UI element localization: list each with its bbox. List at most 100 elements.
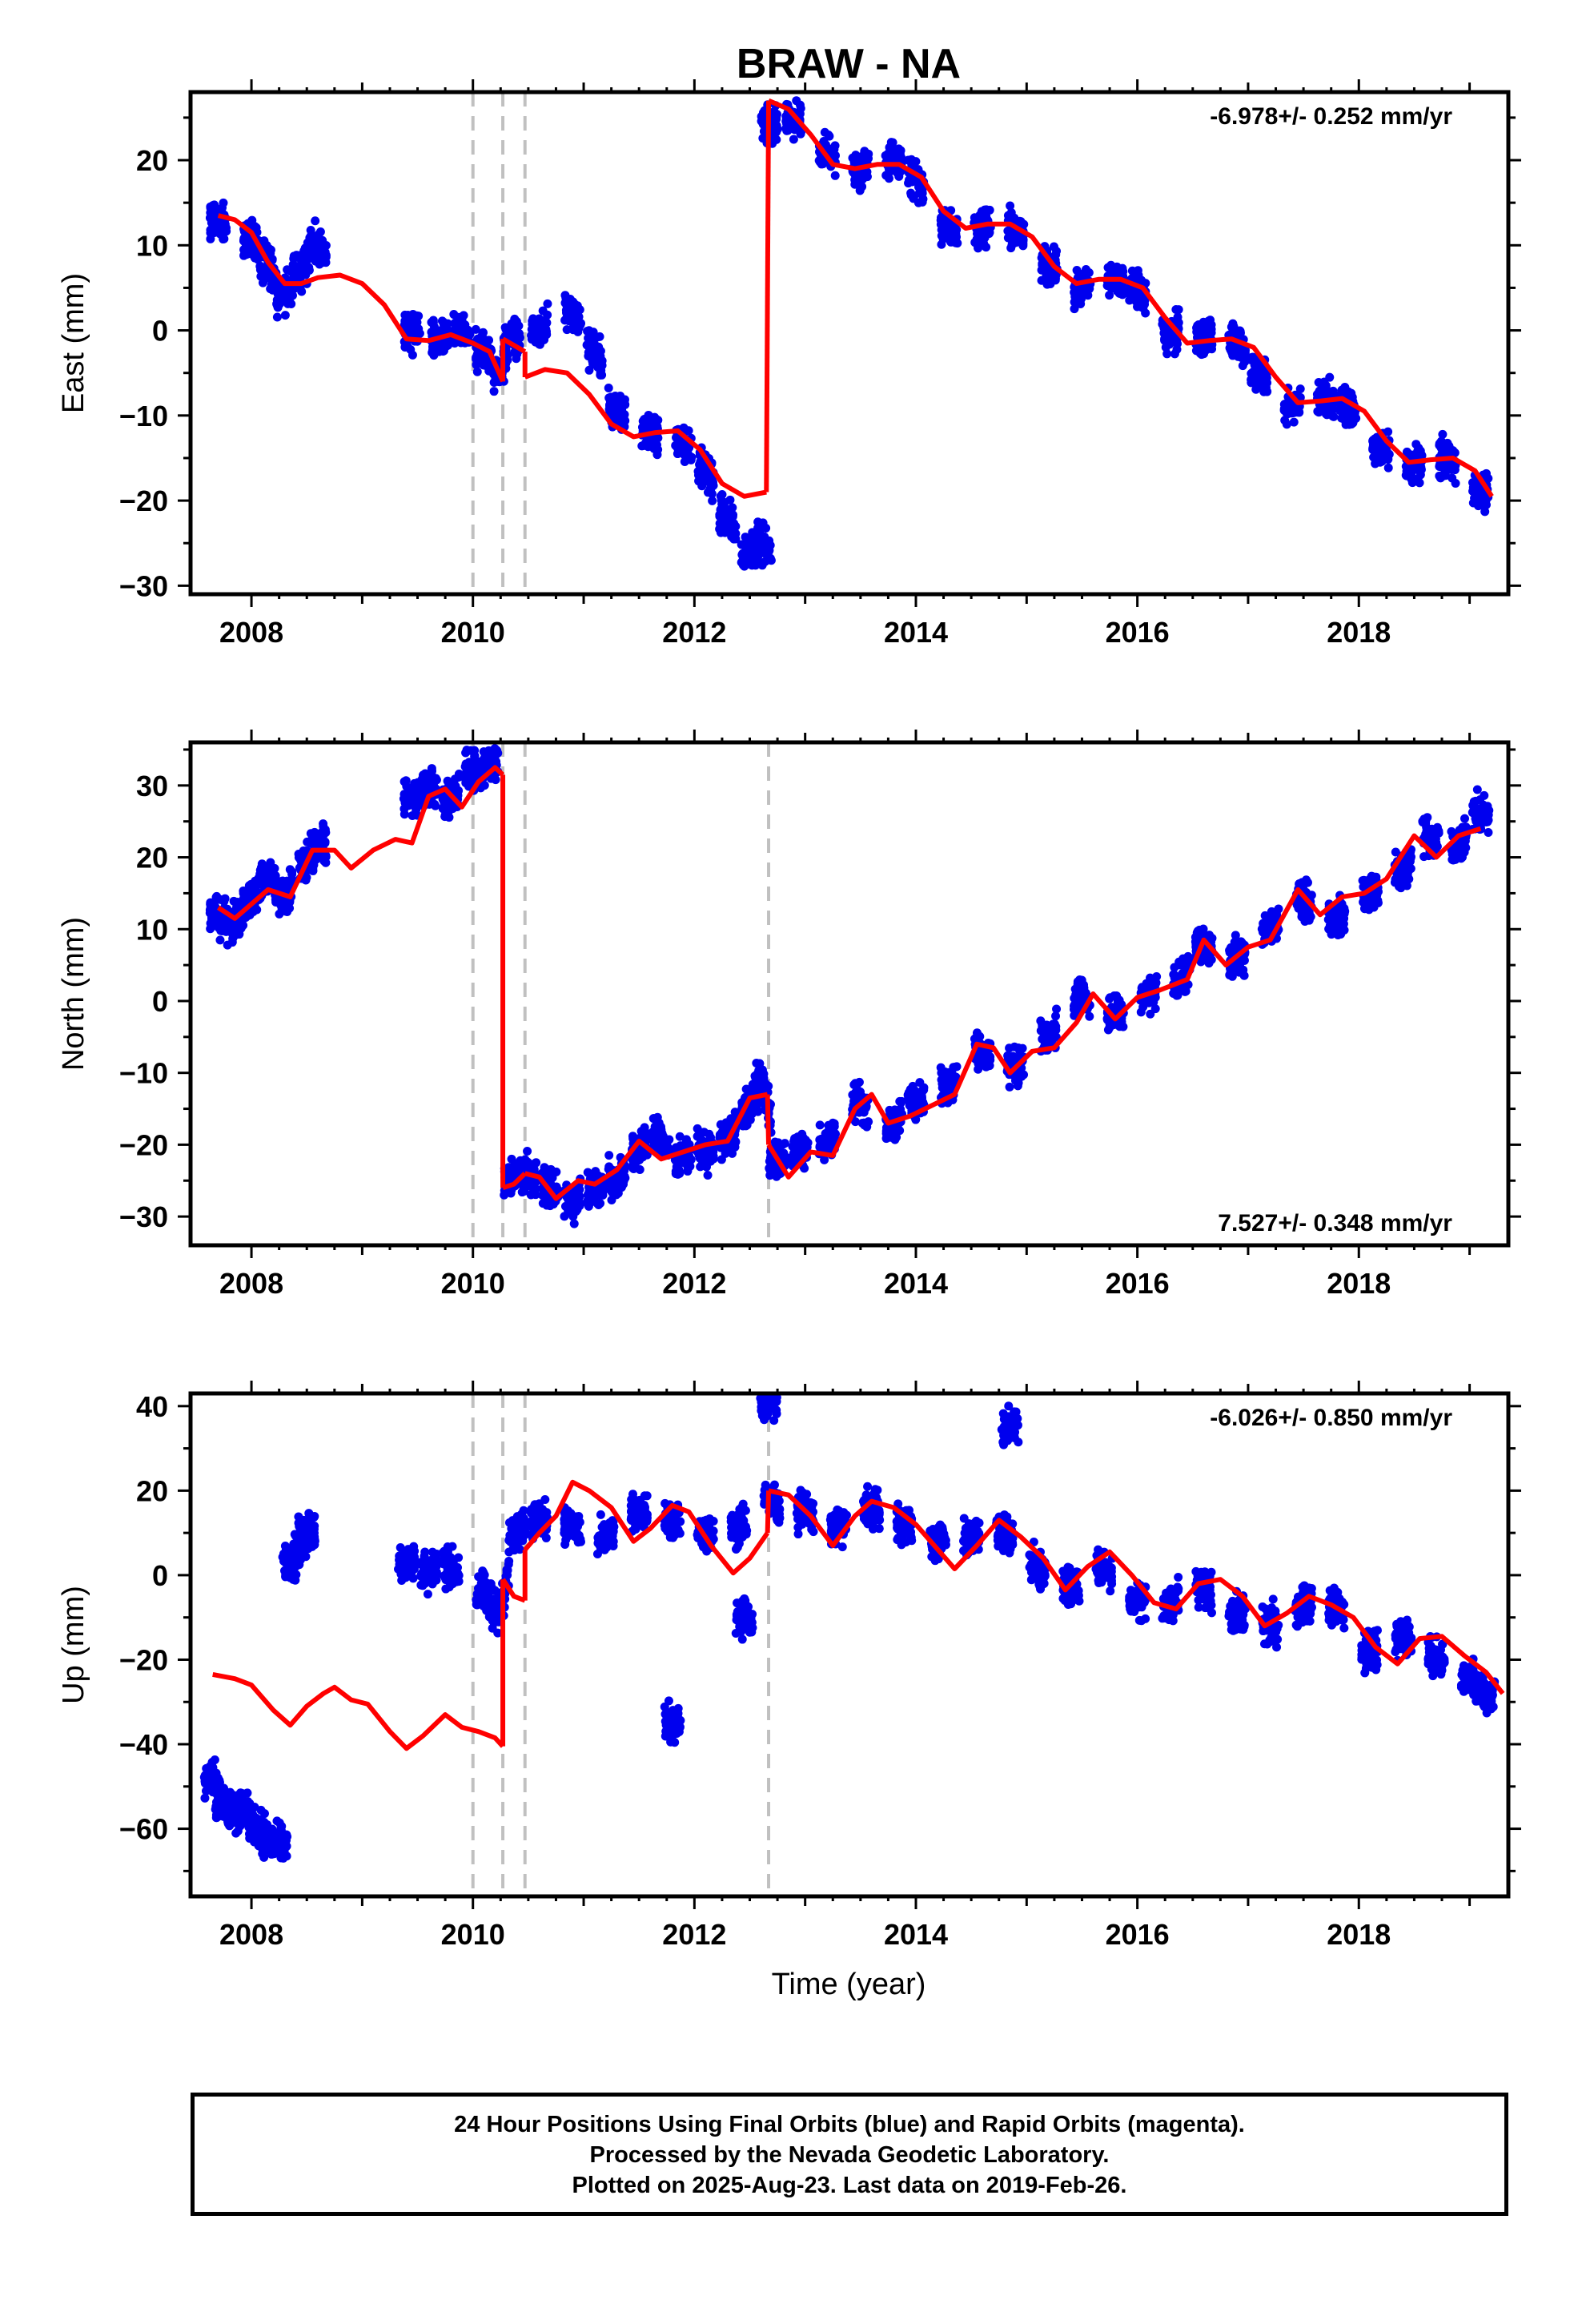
observation-point xyxy=(781,1152,790,1161)
observation-point xyxy=(596,1183,606,1192)
observation-point xyxy=(1469,497,1479,507)
observation-point xyxy=(590,348,600,357)
observation-point xyxy=(985,227,994,237)
observation-point xyxy=(1384,450,1394,460)
observation-point xyxy=(783,112,793,122)
observation-point xyxy=(464,326,473,336)
observation-point xyxy=(548,1198,557,1208)
observation-point xyxy=(675,1132,685,1141)
observation-point xyxy=(1042,279,1052,289)
observation-point xyxy=(657,1128,667,1138)
observation-point xyxy=(244,881,254,891)
observation-point xyxy=(212,891,222,901)
observation-point xyxy=(750,551,760,561)
observation-point xyxy=(906,188,916,198)
observation-point xyxy=(861,1103,871,1112)
observation-point xyxy=(789,135,798,144)
x-tick-label: 2010 xyxy=(441,616,505,649)
observation-point xyxy=(592,1199,602,1208)
observation-point xyxy=(673,1169,683,1179)
observation-point xyxy=(862,151,872,161)
observation-point xyxy=(1159,328,1169,338)
observation-point xyxy=(1251,384,1261,394)
observation-point xyxy=(769,123,779,133)
observation-point xyxy=(1005,1043,1014,1053)
observation-point xyxy=(1317,391,1327,400)
observation-point xyxy=(725,495,735,505)
observation-point xyxy=(979,1052,989,1062)
model-step xyxy=(764,100,772,493)
model-line xyxy=(767,98,1494,498)
observation-point xyxy=(541,317,551,327)
observation-point xyxy=(1416,464,1426,473)
observation-point xyxy=(520,1178,530,1188)
observation-point xyxy=(697,481,707,491)
observation-point xyxy=(850,175,860,185)
observation-point xyxy=(753,524,763,533)
observation-point xyxy=(757,1065,767,1075)
observation-point xyxy=(723,1123,733,1132)
observation-point xyxy=(540,1166,549,1176)
observation-point xyxy=(241,913,251,923)
observation-point xyxy=(1438,429,1447,439)
observation-point xyxy=(1383,463,1393,472)
observation-point xyxy=(545,1173,555,1183)
observation-point xyxy=(1282,420,1291,429)
observation-point xyxy=(523,1146,532,1156)
observation-point xyxy=(1225,344,1235,353)
observation-point xyxy=(459,311,468,320)
observation-point xyxy=(428,317,438,327)
observation-point xyxy=(560,291,570,300)
observation-point xyxy=(1173,312,1182,322)
observation-point xyxy=(649,436,659,445)
observation-point xyxy=(616,1174,625,1184)
observation-point xyxy=(1173,339,1182,348)
observation-point xyxy=(1263,387,1272,396)
velocity-label: -6.978+/- 0.252 mm/yr xyxy=(1210,103,1452,130)
observation-point xyxy=(260,268,270,278)
observation-point xyxy=(1320,404,1330,413)
observation-point xyxy=(893,147,902,156)
observation-point xyxy=(1006,243,1016,253)
model-line xyxy=(217,213,505,383)
observation-point xyxy=(480,781,489,790)
observation-point xyxy=(490,758,500,768)
observation-point xyxy=(321,858,331,867)
observation-point xyxy=(773,1138,783,1148)
observation-point xyxy=(1199,317,1208,327)
observation-point xyxy=(450,318,460,328)
observation-point xyxy=(486,774,496,783)
observation-point xyxy=(1287,408,1297,418)
observation-point xyxy=(757,1077,767,1087)
observation-point xyxy=(259,878,268,887)
observation-point xyxy=(319,240,329,250)
observation-point xyxy=(480,753,490,762)
observation-point xyxy=(850,1117,860,1127)
observation-point xyxy=(780,1139,789,1148)
observation-point xyxy=(729,534,739,544)
observation-point xyxy=(281,907,291,916)
x-tick-label: 2014 xyxy=(884,616,948,649)
model-line xyxy=(501,336,527,354)
observation-point xyxy=(440,810,450,819)
observation-point xyxy=(306,829,315,838)
observation-point xyxy=(985,1061,994,1071)
observation-point xyxy=(830,171,840,180)
observation-point xyxy=(827,145,837,155)
observation-point xyxy=(562,325,572,335)
observation-point xyxy=(587,330,596,340)
observation-point xyxy=(448,804,458,814)
observation-point xyxy=(564,311,574,320)
observation-point xyxy=(412,323,421,332)
observation-point xyxy=(471,324,480,334)
observation-point xyxy=(915,1078,925,1088)
observation-point xyxy=(537,333,547,343)
observation-point xyxy=(1137,303,1146,312)
observation-point xyxy=(400,310,410,320)
observation-point xyxy=(273,303,283,312)
observation-point xyxy=(288,263,298,272)
y-tick-label: 10 xyxy=(136,229,168,262)
observation-point xyxy=(307,231,316,241)
observation-point xyxy=(758,537,768,547)
observation-point xyxy=(685,443,694,452)
